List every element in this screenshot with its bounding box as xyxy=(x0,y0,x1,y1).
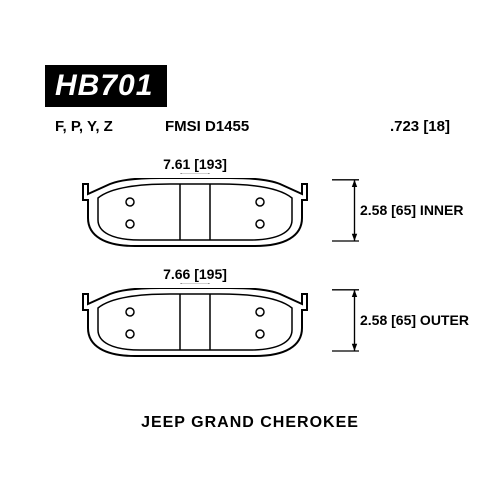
compounds-text: F, P, Y, Z xyxy=(55,118,165,135)
part-number-header: HB701 xyxy=(45,65,167,107)
outer-pad-drawing xyxy=(80,288,310,360)
thickness-value: .723 [18] xyxy=(390,118,450,135)
outer-width-dim-line xyxy=(80,283,310,284)
inner-width-dim-line xyxy=(80,173,310,174)
fmsi-code: FMSI D1455 xyxy=(165,118,285,135)
vehicle-name: JEEP GRAND CHEROKEE xyxy=(0,414,500,432)
info-row: F, P, Y, Z FMSI D1455 .723 [18] xyxy=(55,118,460,135)
inner-width-label: 7.61 [193] xyxy=(80,156,310,172)
diagram-area: 7.61 [193] xyxy=(45,150,455,410)
inner-pad-drawing xyxy=(80,178,310,250)
outer-height-label: 2.58 [65] OUTER xyxy=(360,312,469,328)
outer-width-label: 7.66 [195] xyxy=(80,266,310,282)
inner-height-label: 2.58 [65] INNER xyxy=(360,202,463,218)
spec-sheet: HB701 F, P, Y, Z FMSI D1455 .723 [18] 7.… xyxy=(0,0,500,500)
